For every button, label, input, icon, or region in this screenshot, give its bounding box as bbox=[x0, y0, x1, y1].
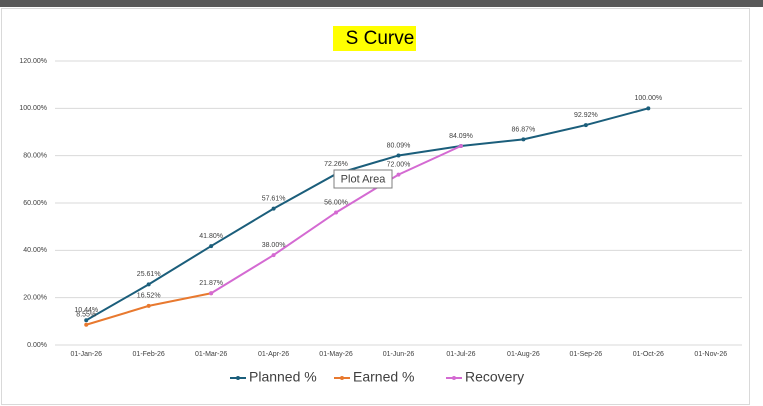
point-marker bbox=[396, 172, 401, 177]
x-tick-label: 01-Jan-26 bbox=[70, 351, 102, 358]
y-tick-label: 100.00% bbox=[19, 105, 47, 112]
chart-title: S Curve bbox=[346, 28, 415, 49]
point-marker bbox=[146, 303, 151, 308]
data-label: 10.44% bbox=[74, 307, 98, 314]
data-label: 86.87% bbox=[512, 126, 536, 133]
legend-marker bbox=[340, 376, 344, 380]
x-tick-label: 01-Feb-26 bbox=[133, 351, 165, 358]
legend-marker bbox=[452, 376, 456, 380]
point-marker bbox=[583, 123, 588, 128]
data-label: 84.09% bbox=[449, 133, 473, 140]
tooltip-text: Plot Area bbox=[341, 173, 387, 185]
data-label: 56.00% bbox=[324, 199, 348, 206]
point-marker bbox=[209, 291, 214, 296]
data-label: 100.00% bbox=[634, 95, 662, 102]
point-marker bbox=[84, 322, 89, 327]
data-label: 21.87% bbox=[199, 280, 223, 287]
legend-label: Planned % bbox=[249, 369, 317, 385]
data-label: 16.52% bbox=[137, 293, 161, 300]
point-marker bbox=[209, 244, 214, 249]
y-tick-label: 0.00% bbox=[27, 342, 47, 349]
x-tick-label: 01-Apr-26 bbox=[258, 351, 289, 358]
point-marker bbox=[396, 153, 401, 158]
point-marker bbox=[458, 143, 463, 148]
legend-label: Earned % bbox=[353, 369, 414, 385]
top-bar bbox=[0, 0, 763, 7]
x-tick-label: 01-Aug-26 bbox=[507, 351, 540, 358]
point-marker bbox=[334, 210, 339, 215]
chart-frame bbox=[1, 8, 750, 405]
data-label: 57.61% bbox=[262, 196, 286, 203]
x-tick-label: 01-May-26 bbox=[319, 351, 353, 358]
legend-label: Recovery bbox=[465, 369, 524, 385]
point-marker bbox=[146, 282, 151, 287]
y-tick-label: 40.00% bbox=[23, 247, 47, 254]
point-marker bbox=[271, 253, 276, 258]
data-label: 72.26% bbox=[324, 161, 348, 168]
y-tick-label: 20.00% bbox=[23, 295, 47, 302]
y-tick-label: 60.00% bbox=[23, 200, 47, 207]
point-marker bbox=[646, 106, 651, 111]
x-tick-label: 01-Mar-26 bbox=[195, 351, 227, 358]
point-marker bbox=[521, 137, 526, 142]
point-marker bbox=[271, 206, 276, 211]
x-tick-label: 01-Jun-26 bbox=[383, 351, 415, 358]
y-tick-label: 80.00% bbox=[23, 153, 47, 160]
legend-marker bbox=[236, 376, 240, 380]
tooltip-box bbox=[333, 169, 393, 189]
data-label: 72.00% bbox=[387, 161, 411, 168]
data-label: 92.92% bbox=[574, 112, 598, 119]
data-label: 8.55% bbox=[76, 312, 96, 319]
x-tick-label: 01-Nov-26 bbox=[694, 351, 727, 358]
y-tick-label: 120.00% bbox=[19, 58, 47, 65]
data-label: 25.61% bbox=[137, 271, 161, 278]
x-tick-label: 01-Jul-26 bbox=[446, 351, 475, 358]
x-tick-label: 01-Oct-26 bbox=[633, 351, 664, 358]
data-label: 38.00% bbox=[262, 242, 286, 249]
data-label: 80.09% bbox=[387, 142, 411, 149]
series-line bbox=[85, 107, 649, 322]
x-tick-label: 01-Sep-26 bbox=[570, 351, 603, 358]
data-label: 41.80% bbox=[199, 233, 223, 240]
title-highlight bbox=[333, 26, 416, 51]
point-marker bbox=[84, 318, 89, 323]
